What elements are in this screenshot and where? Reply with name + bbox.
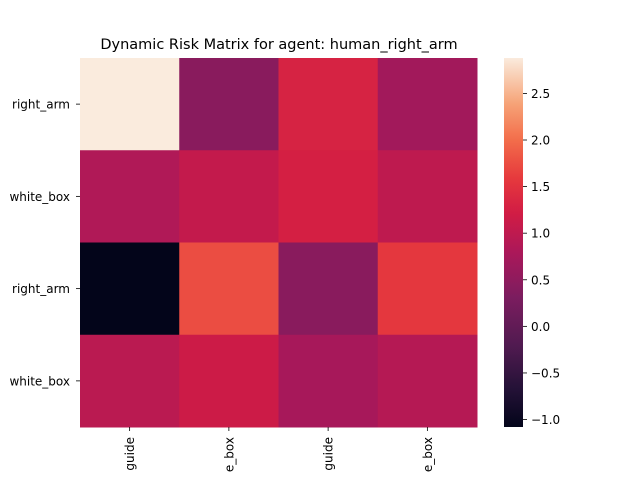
y-axis-ticks: right_arm white_box right_arm white_box: [9, 98, 80, 388]
heatmap-cell-r1-c1: [179, 150, 279, 243]
heatmap-cells: [80, 58, 478, 428]
heatmap-cell-r3-c1: [179, 334, 279, 428]
colorbar-tick-label: 1.5: [531, 180, 550, 194]
colorbar-tick-label: 1.0: [531, 227, 550, 241]
x-tick-label: e_box: [421, 437, 435, 472]
colorbar-tick-label: 2.0: [531, 134, 550, 148]
heatmap-cell-r2-c3: [377, 242, 478, 336]
heatmap-cell-r0-c0: [80, 58, 180, 151]
heatmap-cell-r3-c3: [377, 334, 478, 428]
x-tick-label: guide: [322, 437, 336, 471]
colorbar-tick-label: −0.5: [531, 366, 560, 380]
heatmap-cell-r0-c2: [278, 58, 379, 151]
x-tick-label: guide: [123, 437, 137, 471]
x-tick-label: e_box: [222, 437, 236, 472]
heatmap-cell-r2-c2: [278, 242, 379, 336]
heatmap-cell-r1-c2: [278, 150, 379, 243]
heatmap-cell-r2-c0: [80, 242, 180, 336]
x-axis-ticks: guide e_box guide e_box: [123, 427, 435, 472]
colorbar-tick-label: −1.0: [531, 413, 560, 427]
y-tick-label: white_box: [9, 190, 70, 204]
heatmap-cell-r0-c1: [179, 58, 279, 151]
heatmap-cell-r1-c3: [377, 150, 478, 243]
heatmap-cell-r0-c3: [377, 58, 478, 151]
heatmap-cell-r3-c2: [278, 334, 379, 428]
y-tick-label: right_arm: [12, 98, 70, 112]
colorbar-tick-label: 2.5: [531, 87, 550, 101]
colorbar-tick-label: 0.5: [531, 273, 550, 287]
heatmap-cell-r1-c0: [80, 150, 180, 243]
colorbar-ticks: 2.5 2.0 1.5 1.0 0.5 0.0 −0.5 −1.0: [523, 87, 560, 427]
colorbar-tick-label: 0.0: [531, 320, 550, 334]
y-tick-label: white_box: [9, 374, 70, 388]
colorbar: [504, 58, 523, 427]
heatmap-cell-r2-c1: [179, 242, 279, 336]
y-tick-label: right_arm: [12, 282, 70, 296]
chart-title: Dynamic Risk Matrix for agent: human_rig…: [100, 37, 457, 53]
heatmap-cell-r3-c0: [80, 334, 180, 428]
